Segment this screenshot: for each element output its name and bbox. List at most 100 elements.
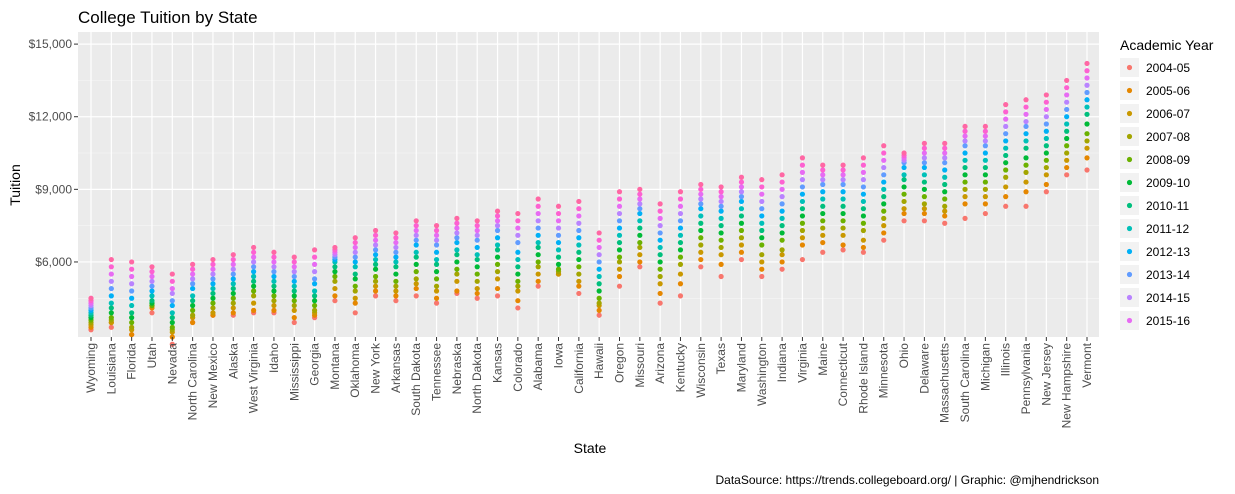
legend-label: 2014-15 (1146, 291, 1190, 305)
data-point (779, 252, 785, 258)
data-point (759, 227, 765, 234)
legend-marker (1126, 110, 1133, 117)
legend-title: Academic Year (1120, 37, 1214, 53)
data-point (1023, 179, 1029, 185)
data-point (251, 300, 257, 306)
data-point (921, 201, 927, 207)
data-point (1003, 145, 1009, 151)
data-point (413, 218, 419, 224)
data-point (474, 271, 480, 277)
data-point (190, 266, 196, 272)
data-point (921, 160, 927, 166)
data-point (311, 281, 318, 287)
data-point (1043, 143, 1049, 149)
data-point (372, 232, 379, 238)
data-point (210, 300, 216, 306)
data-point (230, 261, 236, 267)
data-point (657, 290, 663, 297)
data-point (494, 213, 501, 219)
data-point (637, 244, 643, 251)
data-point (251, 269, 257, 275)
legend: 2004-05 2005-06 2006-07 2007-08 2008-09 2009-… (1120, 58, 1190, 330)
legend-label: 2011-12 (1146, 222, 1189, 236)
data-point (393, 271, 399, 277)
data-point (860, 220, 867, 226)
x-tick-label: Connecticut (836, 342, 850, 406)
data-point (372, 237, 379, 243)
data-point (332, 278, 338, 284)
data-point (210, 310, 216, 316)
data-point (210, 261, 216, 267)
data-point (962, 133, 968, 139)
data-point (901, 177, 907, 183)
data-point (860, 155, 867, 161)
data-point (820, 162, 826, 168)
data-point (1003, 123, 1009, 130)
data-point (271, 283, 277, 289)
data-point (271, 264, 277, 270)
data-point (799, 191, 806, 197)
chart-caption: DataSource: https://trends.collegeboard.… (716, 473, 1100, 487)
data-point (413, 269, 419, 275)
data-point (1043, 157, 1049, 163)
data-point (1023, 203, 1029, 209)
data-point (576, 290, 582, 297)
data-point (454, 220, 460, 226)
data-point (1043, 181, 1049, 188)
data-point (230, 266, 236, 272)
data-point (596, 307, 602, 313)
data-point (352, 300, 358, 306)
data-point (1003, 116, 1009, 122)
data-point (291, 273, 297, 280)
data-point (616, 266, 623, 272)
data-point (352, 283, 358, 289)
data-point (596, 266, 602, 272)
data-point (555, 232, 562, 238)
data-point (901, 184, 907, 190)
x-tick-label: North Carolina (186, 343, 200, 421)
data-point (738, 227, 745, 234)
data-point (942, 140, 948, 146)
data-point (942, 181, 948, 188)
data-point (515, 256, 521, 263)
data-point (169, 285, 175, 292)
data-point (372, 288, 379, 294)
data-point (881, 237, 887, 243)
data-point (433, 256, 440, 263)
data-point (962, 186, 968, 192)
y-tick-label: $15,000 (29, 37, 73, 51)
data-point (698, 181, 704, 188)
data-point (616, 232, 623, 238)
data-point (840, 203, 846, 209)
data-point (718, 244, 724, 251)
data-point (657, 266, 663, 272)
data-point (677, 281, 684, 287)
data-point (291, 302, 297, 309)
data-point (962, 194, 968, 200)
data-point (1043, 121, 1049, 127)
data-point (677, 189, 684, 195)
data-point (474, 295, 480, 301)
data-point (210, 266, 216, 272)
data-point (881, 194, 887, 200)
data-point (190, 281, 196, 287)
data-point (881, 143, 887, 149)
data-point (210, 281, 216, 287)
data-point (393, 235, 399, 241)
data-point (576, 220, 582, 226)
data-point (251, 273, 257, 280)
data-point (555, 225, 562, 231)
legend-marker (1126, 202, 1133, 209)
data-point (494, 227, 501, 234)
y-tick-label: $6,000 (35, 255, 72, 269)
data-point (942, 174, 948, 180)
data-point (169, 315, 175, 321)
data-point (108, 264, 114, 270)
data-point (393, 244, 399, 251)
data-point (352, 310, 358, 316)
data-point (433, 283, 440, 289)
data-point (698, 191, 704, 197)
data-point (881, 186, 887, 192)
x-tick-label: Massachusetts (938, 343, 952, 423)
data-point (657, 300, 663, 306)
